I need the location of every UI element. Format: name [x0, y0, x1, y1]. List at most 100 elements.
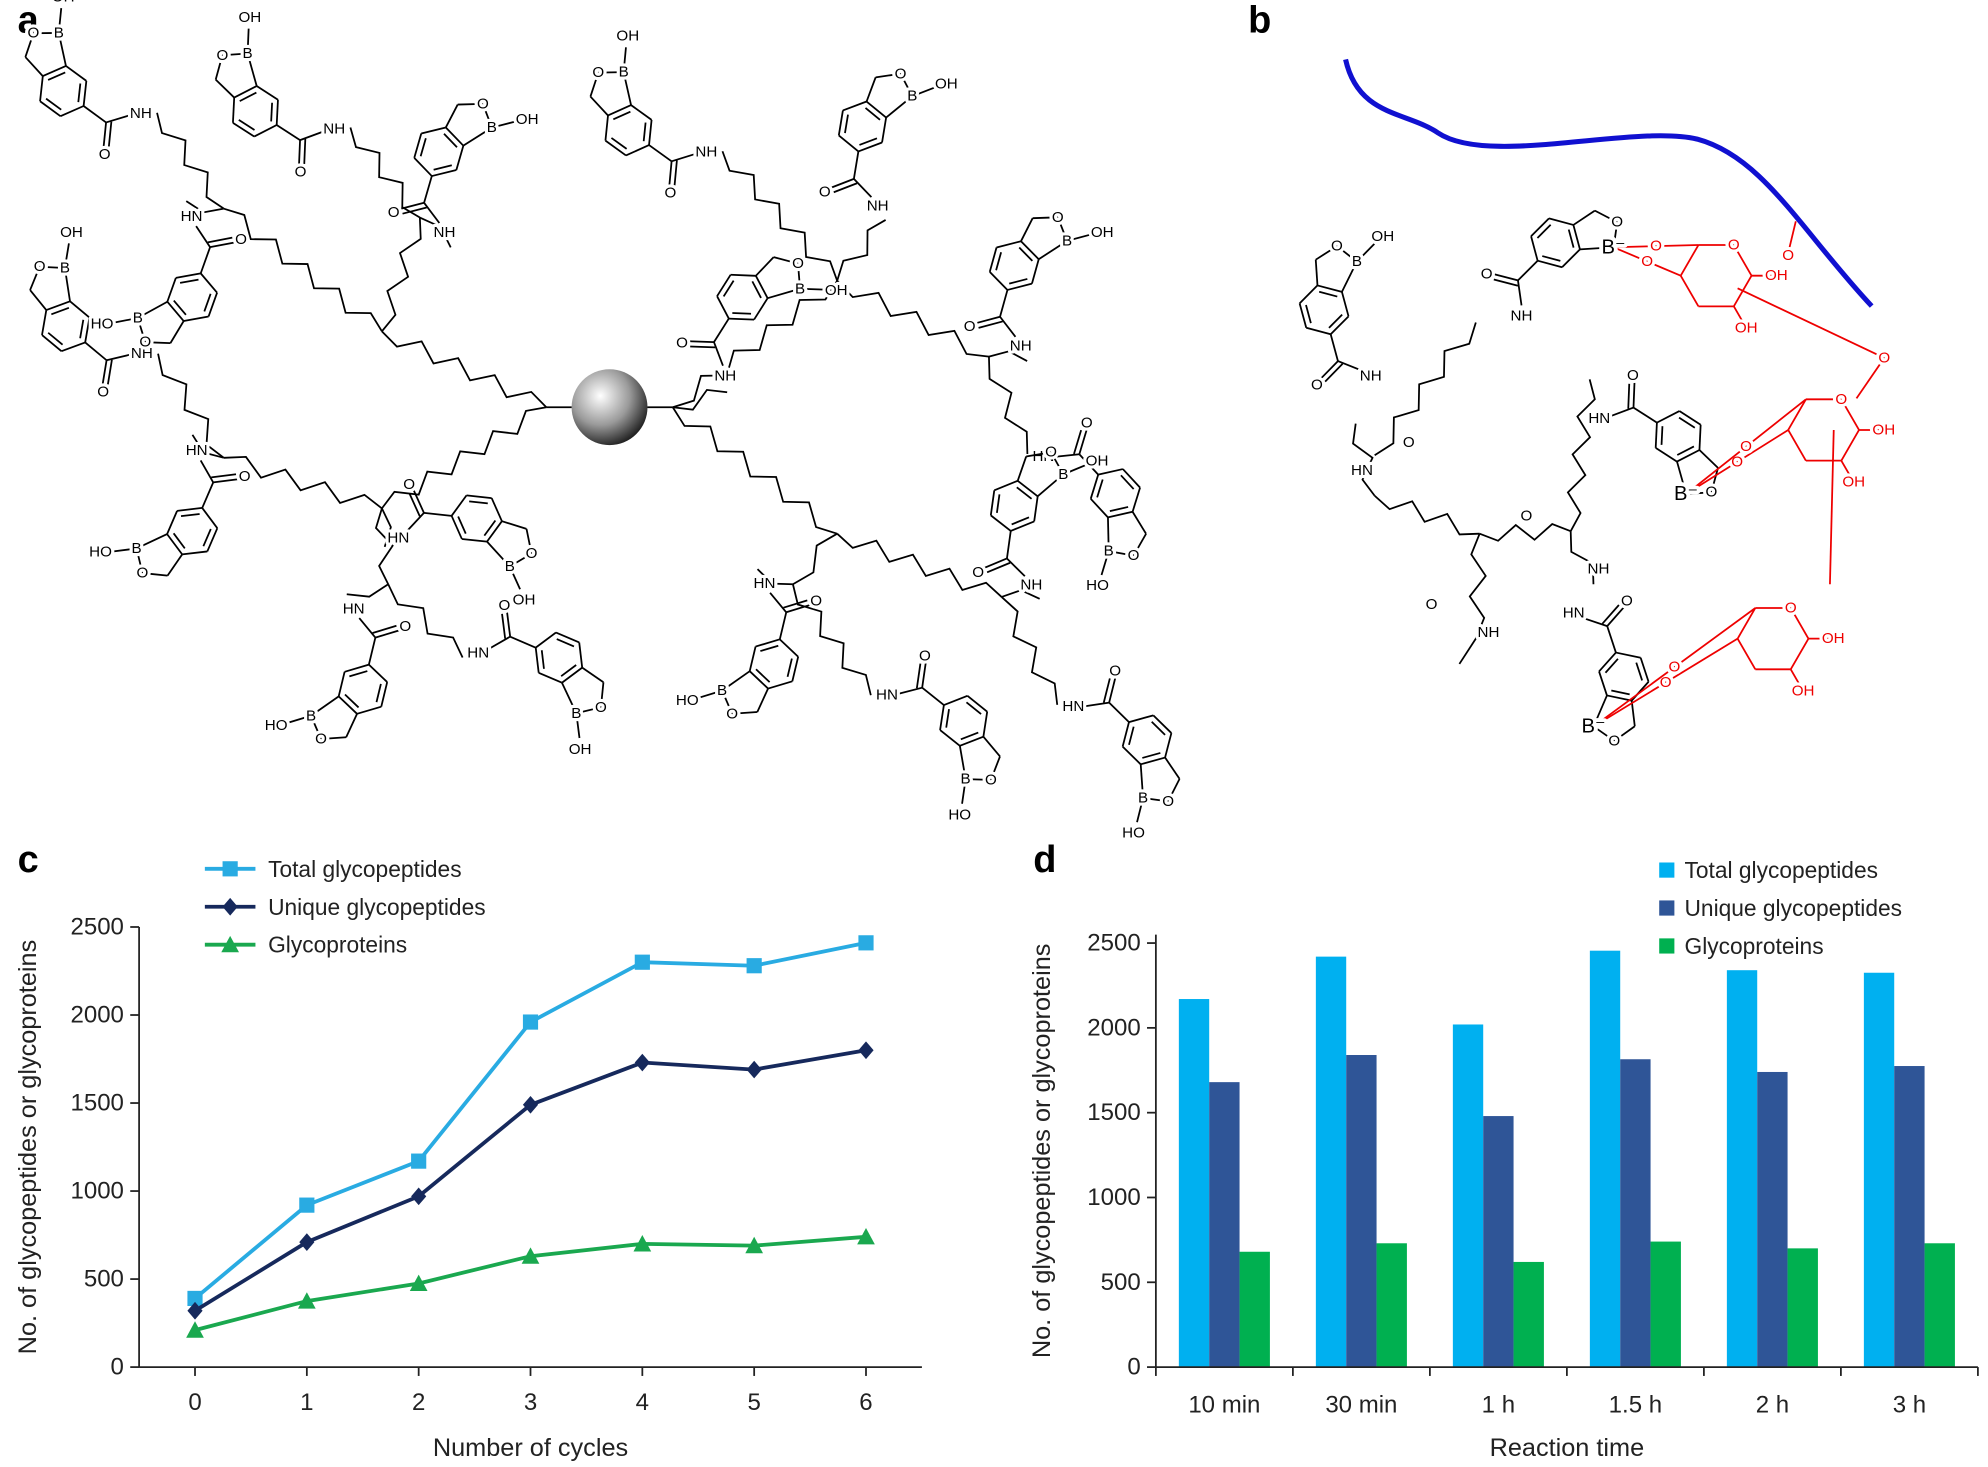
bond: [175, 272, 201, 279]
atom-label: NH: [1020, 576, 1042, 593]
data-point: [858, 935, 874, 951]
bond: [431, 169, 457, 177]
bond: [600, 682, 605, 708]
atom-label: O: [676, 334, 688, 351]
data-point: [857, 1227, 875, 1245]
bond: [756, 688, 769, 713]
bond: [253, 124, 278, 138]
chain: [381, 330, 547, 408]
bond: [1314, 259, 1319, 286]
bond: [1107, 517, 1110, 552]
bond: [1606, 625, 1617, 653]
atom-label: OH: [239, 9, 262, 26]
bond: [182, 550, 208, 556]
bond: [77, 83, 82, 103]
bond: [1655, 447, 1678, 463]
bond: [209, 241, 235, 249]
bond: [853, 151, 860, 180]
atom-label: HN: [343, 600, 365, 617]
bond: [145, 341, 171, 345]
bond: [1078, 430, 1088, 455]
x-tick-label: 1: [300, 1389, 313, 1416]
bond: [344, 693, 360, 709]
bond: [457, 103, 483, 106]
atom-label: O: [665, 185, 677, 202]
bond: [423, 511, 452, 517]
legend-swatch: [1659, 900, 1675, 916]
bond: [1107, 510, 1133, 519]
bond: [1698, 449, 1719, 469]
atom-label: O: [1627, 367, 1639, 384]
atom-label: B: [1058, 466, 1068, 483]
bond: [779, 638, 799, 658]
bond: [668, 161, 673, 187]
bond: [1054, 453, 1080, 458]
chain: [381, 508, 392, 548]
bond: [102, 122, 107, 148]
x-tick-label: 6: [859, 1389, 872, 1416]
chain: [1352, 423, 1376, 497]
bond: [1062, 463, 1087, 476]
bond: [275, 99, 279, 126]
atom-label: O: [498, 597, 510, 614]
bond: [39, 100, 61, 117]
bond: [697, 689, 723, 699]
bond: [1855, 357, 1886, 399]
bond: [1020, 240, 1040, 260]
bond: [769, 592, 787, 613]
bond: [111, 547, 137, 553]
bond: [1007, 282, 1033, 291]
bond: [576, 706, 602, 715]
bond: [1109, 506, 1129, 512]
bond: [1066, 233, 1092, 242]
bar: [1452, 1024, 1484, 1368]
bond: [136, 533, 168, 550]
bond: [176, 507, 203, 512]
bond: [368, 664, 388, 683]
y-tick-label: 1000: [1087, 1184, 1140, 1211]
y-axis-title: No. of glycopeptides or glycoproteins: [14, 940, 42, 1355]
bond: [778, 612, 788, 640]
bond: [166, 533, 183, 555]
atom-label: B: [306, 707, 316, 724]
atom-label: O: [592, 64, 604, 81]
bond: [1306, 326, 1331, 336]
y-tick-label: 2000: [70, 1002, 123, 1029]
bond: [648, 144, 673, 163]
bond: [1627, 383, 1631, 409]
legend-label: Glycoproteins: [1685, 933, 1824, 959]
bond: [982, 736, 1001, 757]
data-point: [634, 1053, 650, 1072]
bond: [1733, 244, 1753, 277]
bond: [1598, 651, 1617, 673]
x-tick-label: 4: [636, 1389, 649, 1416]
bond: [999, 316, 1017, 338]
bond: [1633, 406, 1658, 424]
bond: [509, 552, 532, 568]
bond: [721, 690, 733, 715]
bond: [200, 272, 218, 294]
bond: [713, 318, 730, 343]
bond: [921, 662, 927, 688]
bond: [1142, 797, 1169, 803]
bond: [999, 289, 1009, 317]
bond: [990, 514, 1012, 532]
bond: [1330, 315, 1350, 335]
atom-label: OH: [516, 111, 539, 128]
atom-label: O: [1128, 547, 1140, 564]
bond: [57, 32, 67, 67]
bond: [1542, 255, 1561, 262]
bond: [1164, 757, 1181, 780]
bond: [1592, 695, 1608, 727]
bond: [1142, 752, 1161, 759]
bond: [881, 117, 888, 143]
bond: [983, 557, 1008, 569]
bond: [578, 642, 584, 668]
x-tick-label: 30 min: [1325, 1392, 1397, 1419]
atom-label: HO: [89, 544, 112, 561]
bond: [865, 77, 877, 102]
chain: [223, 207, 383, 332]
bond: [1122, 468, 1141, 489]
atom-label: O: [1705, 484, 1717, 501]
